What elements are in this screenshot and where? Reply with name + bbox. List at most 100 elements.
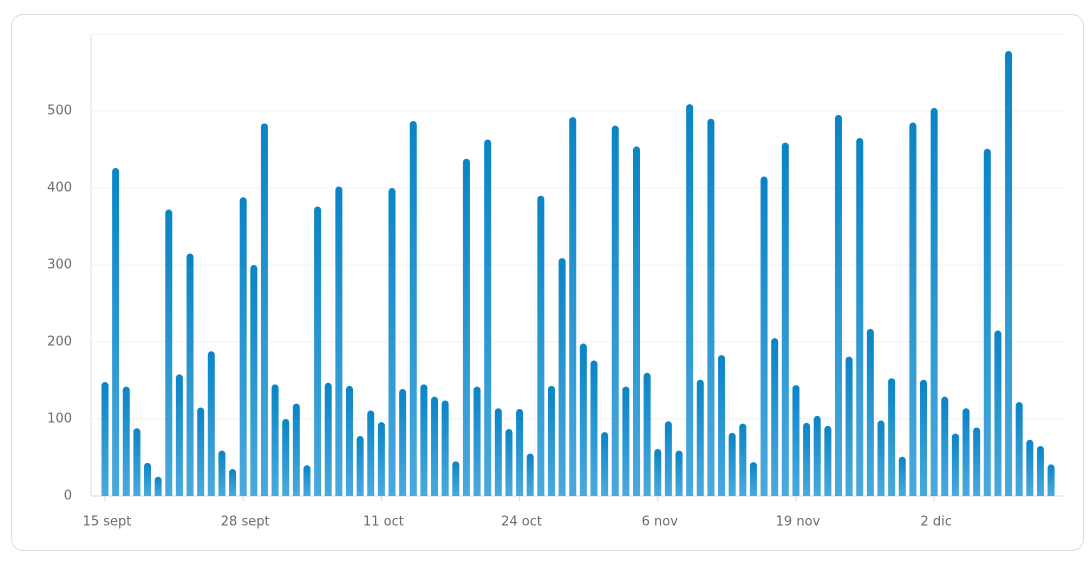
bar xyxy=(314,206,322,497)
bar xyxy=(951,433,959,496)
bar xyxy=(803,422,811,496)
bar xyxy=(781,142,789,497)
bar xyxy=(569,117,577,497)
bar xyxy=(696,379,704,496)
bar xyxy=(133,428,141,496)
bar xyxy=(324,382,332,496)
bar xyxy=(229,469,237,496)
y-tick-label: 400 xyxy=(47,181,72,196)
bar xyxy=(718,355,726,496)
bar xyxy=(218,450,226,496)
bar xyxy=(367,410,375,496)
bar xyxy=(462,158,470,496)
bar xyxy=(388,188,396,496)
bar xyxy=(675,450,683,496)
bar xyxy=(420,384,428,496)
bar xyxy=(1047,464,1055,496)
bar xyxy=(760,176,768,496)
y-tick-label: 200 xyxy=(47,335,72,350)
x-tick-label: 6 nov xyxy=(642,515,679,530)
bar xyxy=(898,456,906,496)
bar xyxy=(303,465,311,496)
bar xyxy=(186,253,194,496)
bar xyxy=(728,432,736,496)
bar xyxy=(792,385,800,496)
bar xyxy=(505,429,513,496)
bar xyxy=(484,139,492,496)
bar xyxy=(909,122,917,496)
bar xyxy=(601,432,609,496)
bar xyxy=(547,385,555,496)
x-tick-label: 15 sept xyxy=(83,515,132,530)
bar xyxy=(622,386,630,496)
y-tick-label: 500 xyxy=(47,104,72,119)
bar xyxy=(197,407,205,496)
bar xyxy=(537,195,545,496)
bar xyxy=(494,408,502,496)
bar xyxy=(983,148,991,497)
bar xyxy=(101,382,109,496)
bar xyxy=(856,137,864,496)
bar xyxy=(664,421,672,496)
bar xyxy=(516,408,524,496)
bar xyxy=(930,107,938,497)
bar xyxy=(973,427,981,496)
bar xyxy=(526,453,534,496)
bar xyxy=(962,408,970,496)
bar xyxy=(611,125,619,496)
x-tick-label: 2 dic xyxy=(920,515,951,530)
bar xyxy=(633,146,640,497)
bar xyxy=(579,343,587,496)
bar xyxy=(1015,402,1023,496)
y-tick-label: 300 xyxy=(47,258,72,273)
x-tick-label: 11 oct xyxy=(363,515,404,530)
card xyxy=(11,14,1084,551)
bar xyxy=(888,378,896,496)
bar xyxy=(271,384,279,496)
bar xyxy=(590,360,598,496)
bar xyxy=(707,118,715,496)
bar xyxy=(994,330,1002,496)
x-tick-label: 28 sept xyxy=(221,515,270,530)
bar xyxy=(845,356,853,496)
bar xyxy=(813,415,821,496)
x-tick-label: 19 nov xyxy=(776,515,821,530)
bar xyxy=(1026,439,1034,496)
bar xyxy=(409,121,417,496)
bar xyxy=(643,372,651,496)
bar xyxy=(441,400,449,496)
bar xyxy=(1036,445,1044,496)
bar xyxy=(920,379,928,496)
bar xyxy=(165,209,173,496)
bar xyxy=(399,388,407,496)
bar xyxy=(1005,50,1013,496)
bar xyxy=(654,449,662,496)
bar xyxy=(866,328,874,496)
bar xyxy=(834,114,842,496)
bar xyxy=(941,396,949,496)
bar xyxy=(824,425,832,496)
bar xyxy=(739,423,747,496)
bar xyxy=(122,386,130,496)
bar xyxy=(452,461,460,496)
bar xyxy=(771,338,779,496)
bar xyxy=(175,374,183,496)
x-tick-label: 24 oct xyxy=(501,515,542,530)
bar xyxy=(431,396,439,496)
bar xyxy=(112,167,120,497)
bar xyxy=(250,265,258,496)
bar xyxy=(154,476,162,496)
bar xyxy=(335,186,343,496)
bar xyxy=(473,386,481,496)
bar xyxy=(345,385,353,496)
bar xyxy=(260,123,268,496)
bar xyxy=(356,435,364,496)
bar xyxy=(686,104,694,496)
bar xyxy=(877,420,885,496)
bar xyxy=(239,197,247,496)
y-tick-label: 100 xyxy=(47,412,72,427)
bar xyxy=(749,462,757,496)
bar xyxy=(292,403,300,496)
bar xyxy=(207,351,215,496)
